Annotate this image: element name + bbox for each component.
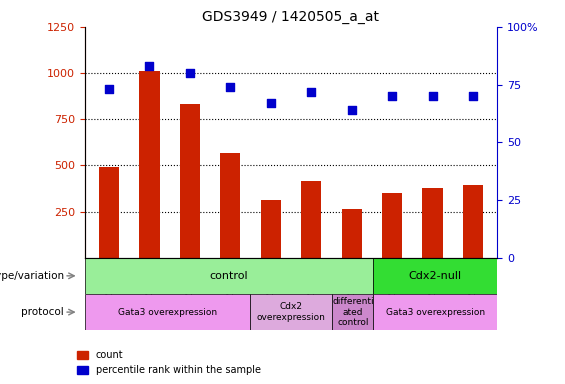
Point [185, 70, 194, 76]
Point [266, 100, 275, 106]
Text: Cdx2-null: Cdx2-null [408, 271, 462, 281]
Text: genotype/variation: genotype/variation [0, 271, 64, 281]
Point [145, 63, 154, 69]
FancyBboxPatch shape [332, 294, 373, 330]
Bar [220, 153, 241, 258]
Title: GDS3949 / 1420505_a_at: GDS3949 / 1420505_a_at [202, 10, 380, 25]
Text: Gata3 overexpression: Gata3 overexpression [118, 308, 217, 316]
Text: Cdx2
overexpression: Cdx2 overexpression [257, 303, 325, 322]
FancyBboxPatch shape [85, 294, 250, 330]
Point [347, 107, 356, 113]
Bar [180, 104, 200, 258]
Bar [423, 189, 442, 258]
Text: Gata3 overexpression: Gata3 overexpression [386, 308, 485, 316]
FancyBboxPatch shape [373, 294, 497, 330]
Point [226, 84, 235, 90]
Point [307, 88, 316, 94]
Bar [301, 181, 321, 258]
Legend: count, percentile rank within the sample: count, percentile rank within the sample [73, 346, 265, 379]
Bar [260, 200, 281, 258]
Text: control: control [210, 271, 249, 281]
Point [428, 93, 437, 99]
FancyBboxPatch shape [250, 294, 332, 330]
FancyBboxPatch shape [85, 258, 373, 294]
Bar [341, 209, 362, 258]
FancyBboxPatch shape [373, 258, 497, 294]
Point [105, 86, 114, 92]
Bar [99, 167, 119, 258]
Text: differenti
ated
control: differenti ated control [332, 297, 373, 327]
Bar [382, 193, 402, 258]
Point [468, 93, 477, 99]
Point [388, 93, 397, 99]
Bar [463, 185, 483, 258]
Bar [140, 71, 159, 258]
Text: protocol: protocol [21, 307, 64, 317]
